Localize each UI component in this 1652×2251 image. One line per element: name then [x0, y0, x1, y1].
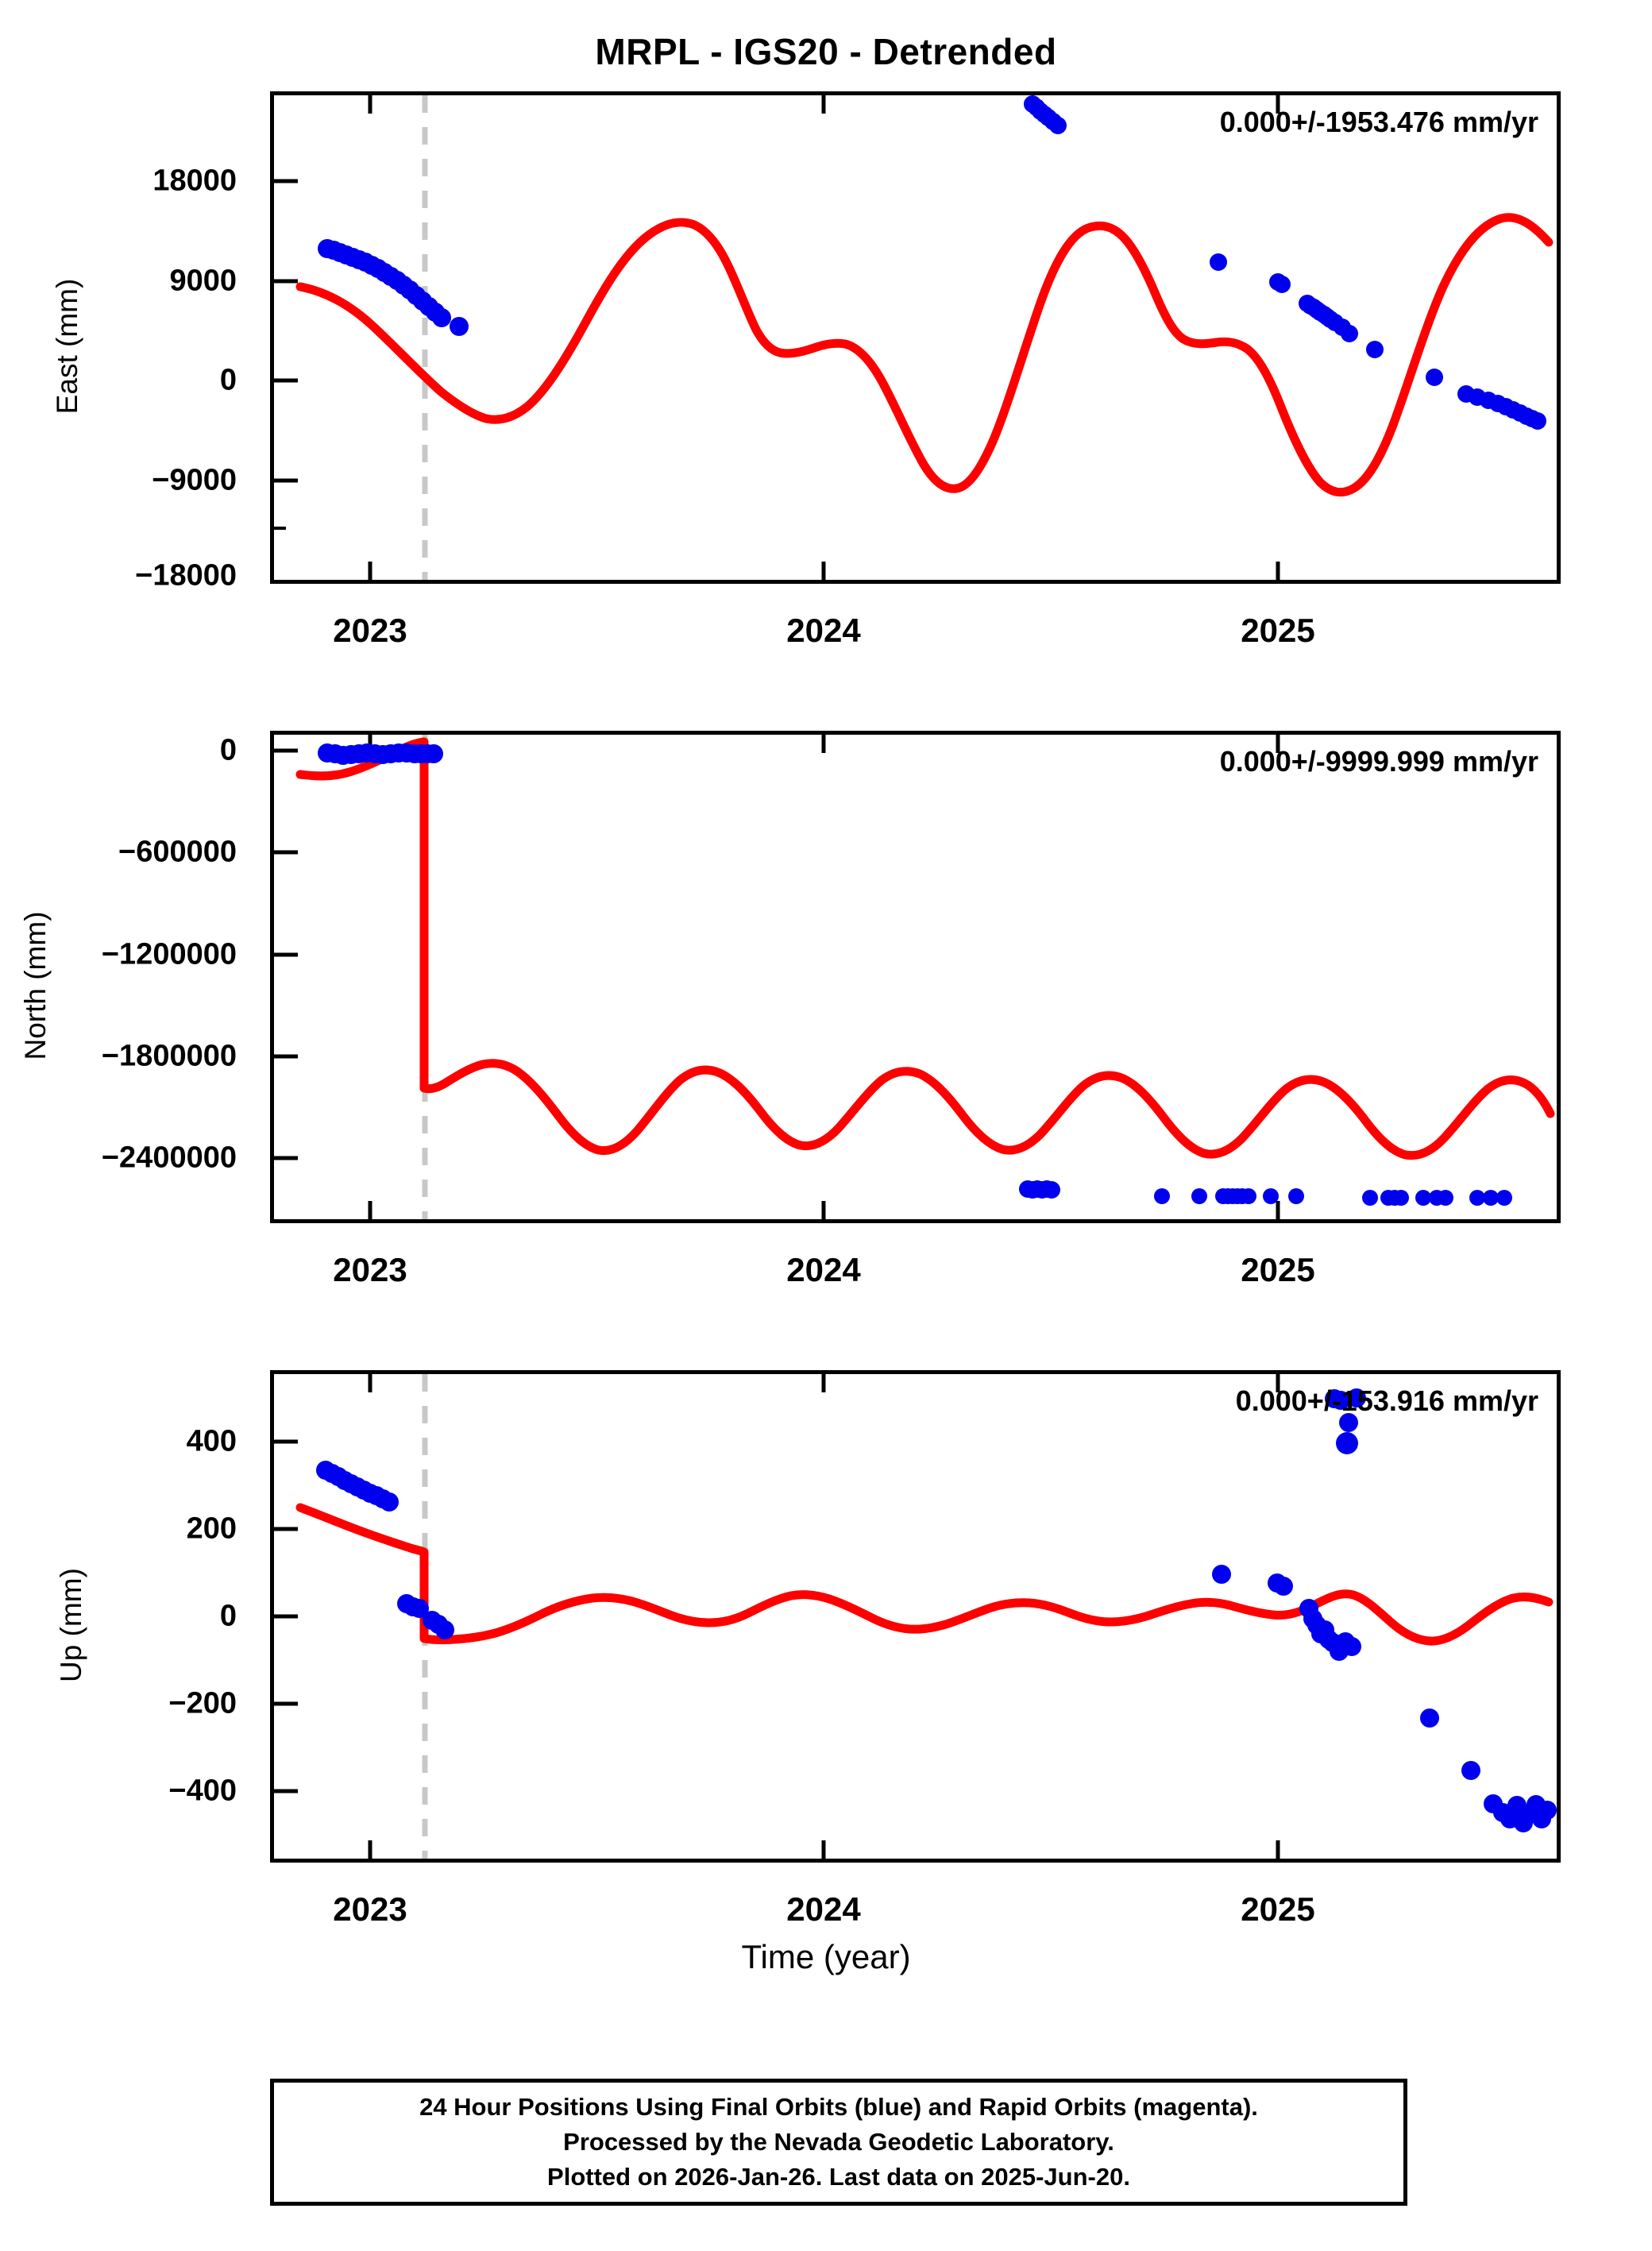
east-xtick-2024: 2024 — [786, 612, 861, 649]
north-ticks — [274, 735, 1280, 1219]
north-axis-label: North (mm) — [19, 911, 52, 1060]
up-axis-label: Up (mm) — [55, 1568, 87, 1682]
north-ytick-neg2400000: −2400000 — [101, 1141, 237, 1175]
north-panel: 0.000+/-9999.999 mm/yr — [270, 731, 1561, 1223]
north-rate-annotation: 0.000+/-9999.999 mm/yr — [1219, 745, 1538, 778]
up-data-points — [316, 1388, 1557, 1832]
north-ytick-neg600000: −600000 — [118, 835, 237, 869]
east-plot-canvas — [274, 95, 1554, 580]
east-axis-label: East (mm) — [51, 278, 83, 415]
north-ytick-neg1800000: −1800000 — [101, 1039, 237, 1073]
east-ticks — [274, 95, 1280, 580]
east-rate-annotation: 0.000+/-1953.476 mm/yr — [1219, 106, 1538, 138]
up-panel: 0.000+/-153.916 mm/yr — [270, 1370, 1561, 1863]
up-xtick-2024: 2024 — [786, 1890, 861, 1928]
north-xtick-2024: 2024 — [786, 1251, 861, 1288]
north-plot-frame — [270, 731, 1561, 1223]
north-xtick-2025: 2025 — [1241, 1251, 1315, 1288]
x-axis-title: Time (year) — [741, 1938, 911, 1975]
east-ytick-9000: 9000 — [169, 264, 237, 298]
footer-line-processor: Processed by the Nevada Geodetic Laborat… — [563, 2127, 1114, 2156]
up-ytick-neg200: −200 — [168, 1686, 237, 1720]
up-ytick-200: 200 — [186, 1512, 237, 1546]
footer-note-box: 24 Hour Positions Using Final Orbits (bl… — [270, 2079, 1407, 2206]
east-ytick-neg18000: −18000 — [135, 558, 237, 593]
north-plot-canvas — [274, 735, 1555, 1219]
east-ytick-0: 0 — [219, 363, 237, 397]
east-model-curve — [295, 213, 1554, 497]
north-data-points — [318, 743, 1512, 1206]
north-model-curve — [295, 737, 1555, 1160]
up-rate-annotation: 0.000+/-153.916 mm/yr — [1235, 1384, 1538, 1417]
footer-line-orbits: 24 Hour Positions Using Final Orbits (bl… — [419, 2092, 1258, 2121]
east-ytick-18000: 18000 — [152, 164, 237, 198]
up-model-curve — [295, 1503, 1554, 1646]
up-ytick-400: 400 — [186, 1424, 237, 1458]
up-ticks — [274, 1374, 1280, 1859]
up-xtick-2025: 2025 — [1241, 1890, 1315, 1928]
east-xtick-2023: 2023 — [333, 612, 407, 649]
east-panel: 0.000+/-1953.476 mm/yr — [270, 91, 1561, 584]
east-data-points — [318, 95, 1546, 430]
north-xtick-2023: 2023 — [333, 1251, 407, 1288]
up-ytick-0: 0 — [219, 1599, 237, 1633]
up-plot-canvas — [274, 1374, 1557, 1859]
north-ytick-neg1200000: −1200000 — [101, 937, 237, 971]
up-ytick-neg400: −400 — [168, 1774, 237, 1808]
east-ytick-neg9000: −9000 — [152, 463, 237, 497]
east-xtick-2025: 2025 — [1241, 612, 1315, 649]
page-title: MRPL - IGS20 - Detrended — [595, 31, 1057, 72]
footer-line-dates: Plotted on 2026-Jan-26. Last data on 202… — [547, 2163, 1130, 2191]
north-ytick-0: 0 — [219, 733, 237, 767]
up-xtick-2023: 2023 — [333, 1890, 407, 1928]
